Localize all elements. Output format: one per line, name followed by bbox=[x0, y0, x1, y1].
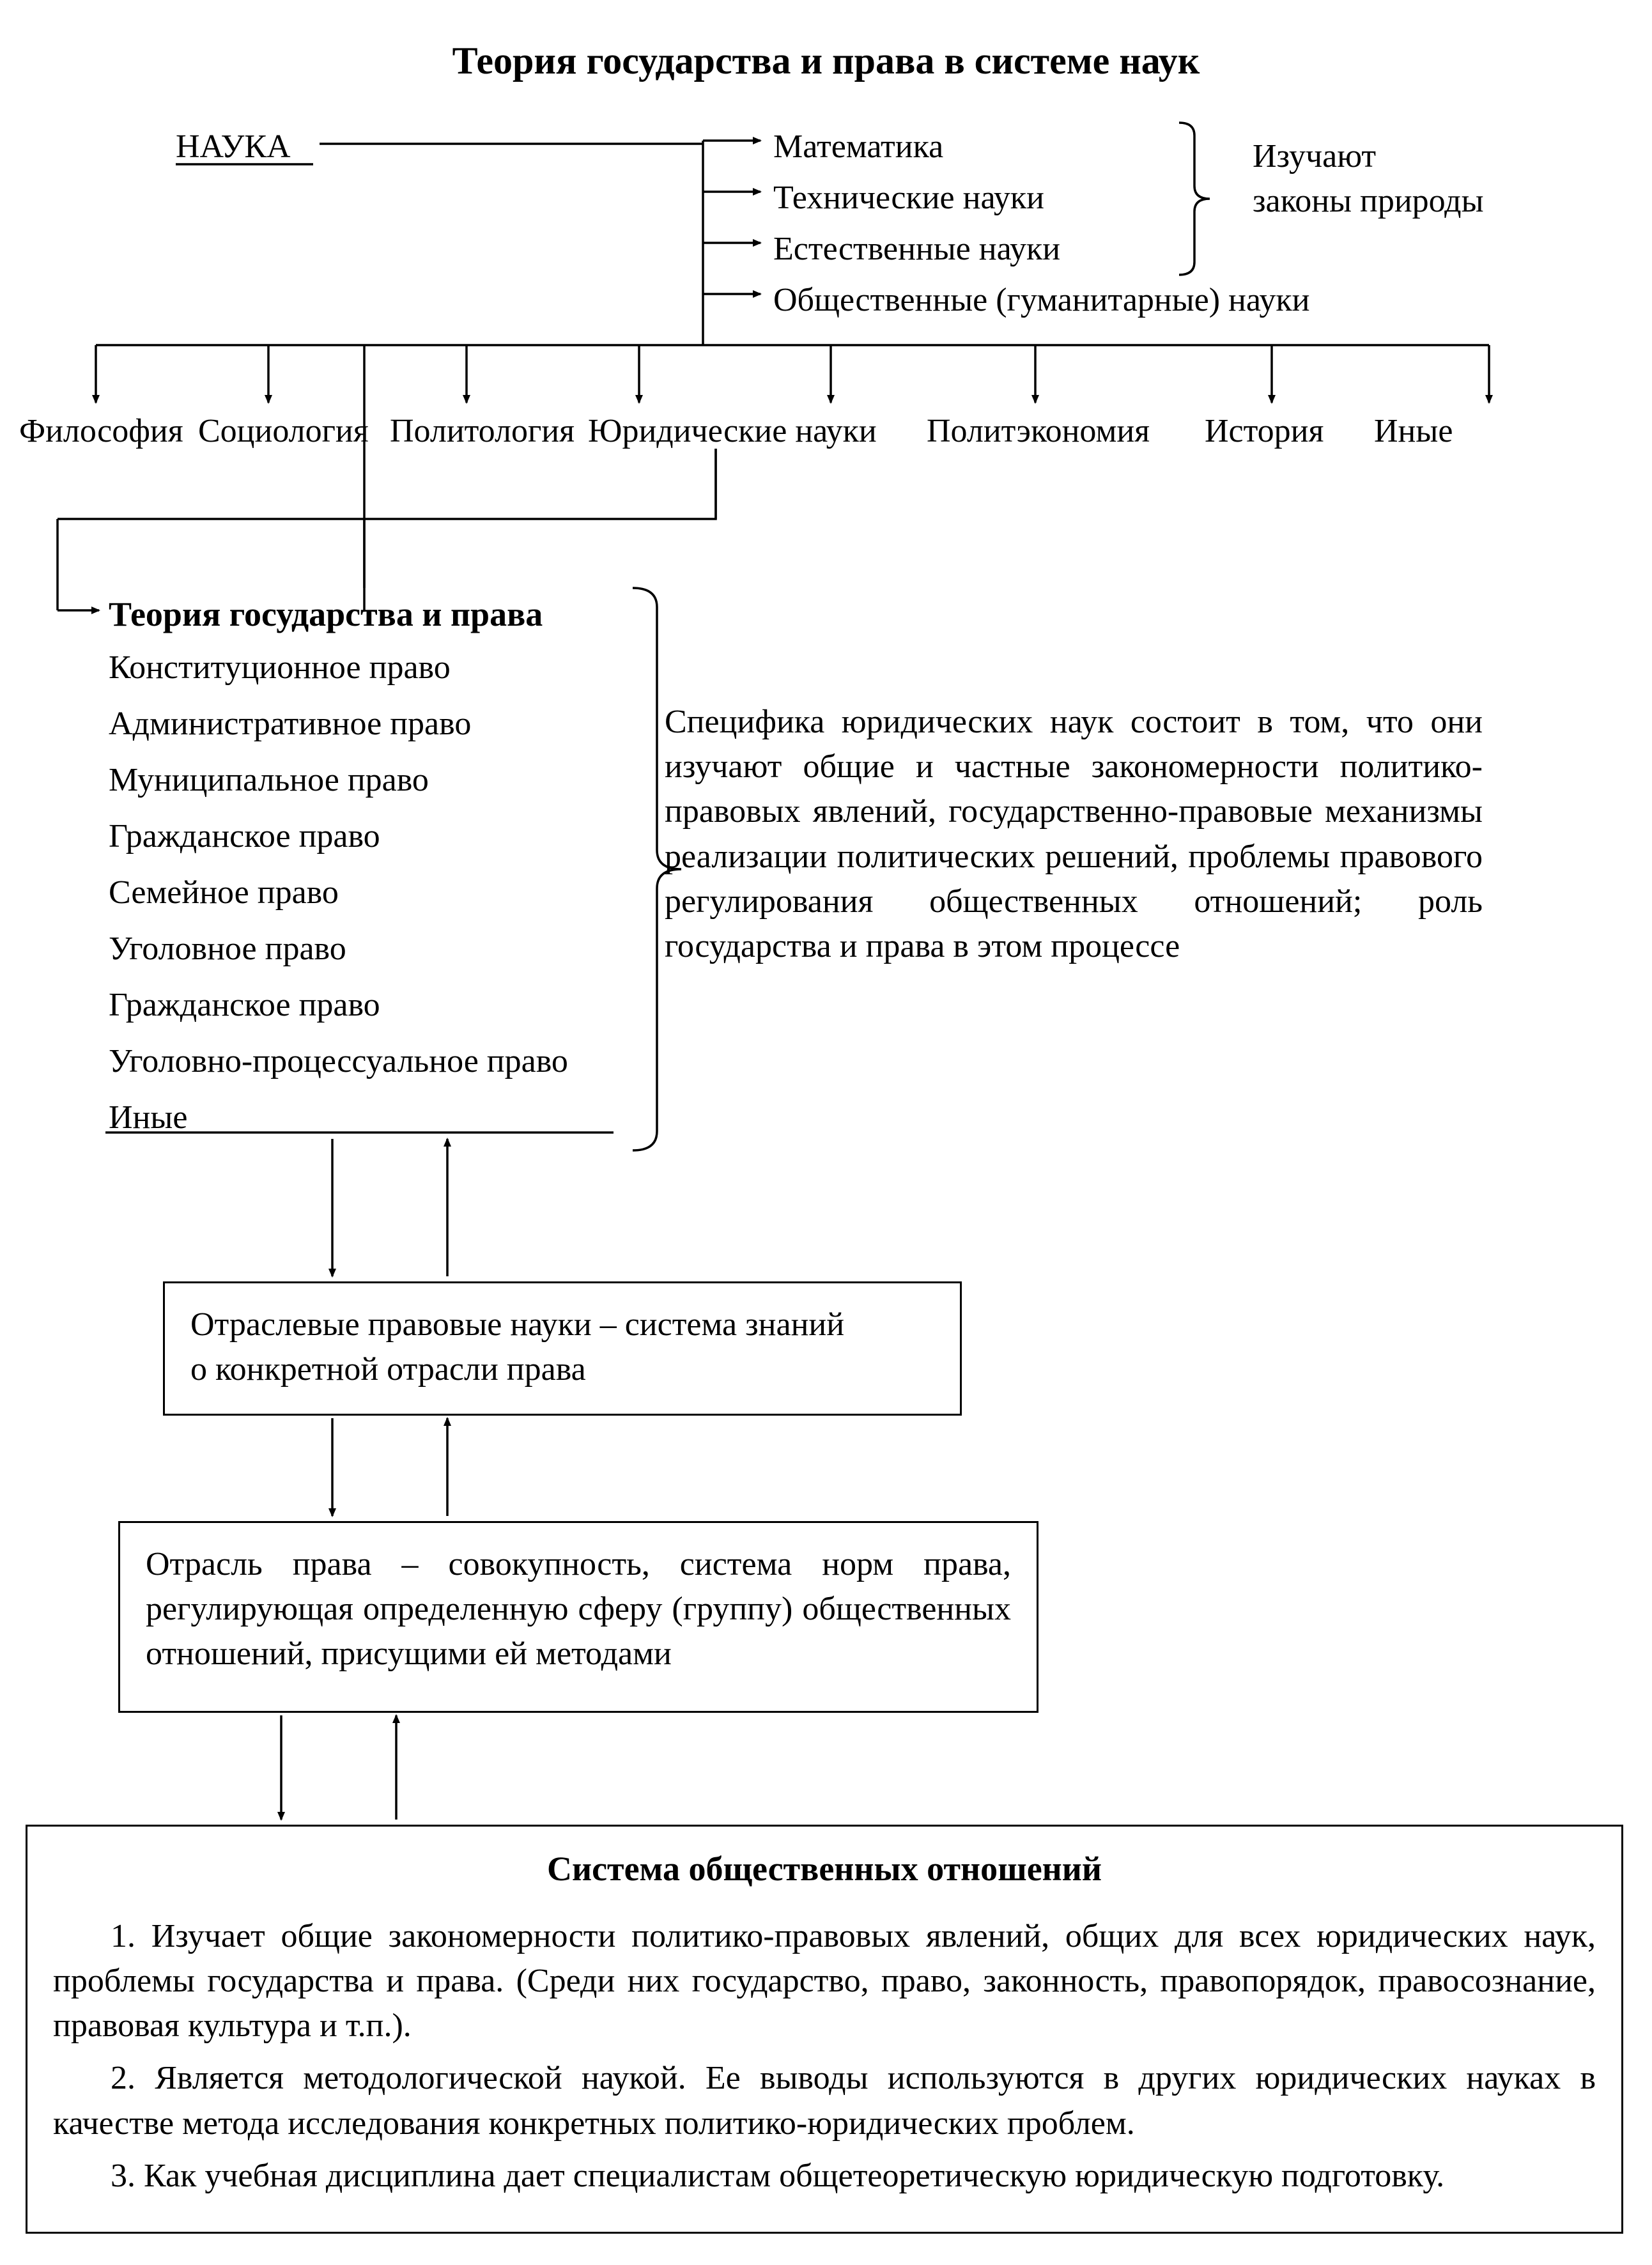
nauka-label: НАУКА bbox=[176, 125, 291, 169]
discipline-2: Политология bbox=[390, 409, 575, 454]
box-otrasl-text: Отрасль права – совокупность, система но… bbox=[146, 1542, 1011, 1677]
sciences-note-1: Изучают bbox=[1253, 134, 1376, 179]
discipline-0: Философия bbox=[19, 409, 183, 454]
science-item-2: Естественные науки bbox=[773, 227, 1060, 272]
science-item-1: Технические науки bbox=[773, 176, 1044, 220]
law-item-1: Административное право bbox=[109, 702, 471, 746]
discipline-1: Социология bbox=[198, 409, 369, 454]
tgp-heading: Теория государства и права bbox=[109, 591, 543, 638]
box-otraslevye: Отраслевые правовые науки – система знан… bbox=[163, 1281, 962, 1416]
page-title: Теория государства и права в системе нау… bbox=[0, 35, 1652, 87]
science-item-0: Математика bbox=[773, 125, 943, 169]
law-item-2: Муниципальное право bbox=[109, 758, 429, 803]
discipline-5: История bbox=[1205, 409, 1324, 454]
box-system: Система общественных отношений 1. Изучае… bbox=[26, 1825, 1623, 2234]
box-otraslevye-text: Отраслевые правовые науки – система знан… bbox=[190, 1303, 934, 1392]
sciences-note-2: законы природы bbox=[1253, 179, 1484, 224]
discipline-3: Юридические науки bbox=[588, 409, 877, 454]
law-item-4: Семейное право bbox=[109, 870, 339, 915]
system-para-2: 2. Является методологической наукой. Ее … bbox=[53, 2056, 1596, 2145]
discipline-6: Иные bbox=[1374, 409, 1453, 454]
law-item-3: Гражданское право bbox=[109, 814, 380, 859]
box-otrasl: Отрасль права – совокупность, система но… bbox=[118, 1521, 1038, 1713]
law-item-7: Уголовно-процессуальное право bbox=[109, 1039, 568, 1084]
science-item-3: Общественные (гуманитарные) науки bbox=[773, 278, 1309, 323]
law-item-0: Конституционное право bbox=[109, 645, 451, 690]
system-heading: Система общественных отношений bbox=[53, 1846, 1596, 1892]
discipline-4: Политэкономия bbox=[927, 409, 1150, 454]
system-para-3: 3. Как учебная дисциплина дает специалис… bbox=[53, 2154, 1596, 2199]
specifics-text: Специ­фика юридических наук состоит в то… bbox=[665, 700, 1483, 969]
system-para-1: 1. Изучает общие закономерности политико… bbox=[53, 1914, 1596, 2049]
law-item-6: Гражданское право bbox=[109, 983, 380, 1028]
law-item-8: Иные bbox=[109, 1095, 187, 1140]
law-item-5: Уголовное право bbox=[109, 927, 346, 971]
